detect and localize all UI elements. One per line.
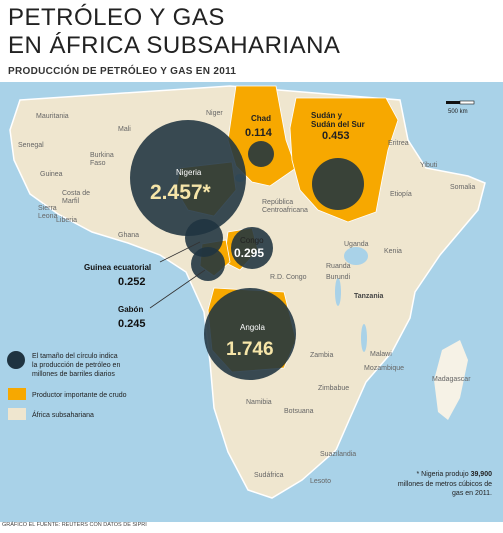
- label-lesoto: Lesoto: [310, 478, 331, 485]
- legend: Productor importante de crudo África sub…: [7, 351, 127, 420]
- scale-label: 500 km: [448, 109, 468, 115]
- sudan-value: 0.453: [322, 130, 350, 142]
- label-mozambique: Mozambique: [364, 365, 404, 372]
- leader-line-gabon: [149, 269, 206, 309]
- label-rdcongo: R.D. Congo: [270, 274, 307, 281]
- legend-region-swatch: [8, 408, 26, 420]
- label-suazilandia: Suazilandia: [320, 451, 356, 458]
- label-mauritania: Mauritania: [36, 113, 69, 120]
- nigeria-value: 2.457*: [150, 181, 212, 204]
- label-burundi: Burundi: [326, 274, 351, 281]
- label-tanzania: Tanzania: [354, 293, 384, 300]
- madagascar-island: [434, 340, 468, 420]
- nigeria-production-circle: [130, 120, 246, 236]
- label-republica-centroafricana: República Centroafricana: [262, 199, 308, 214]
- label-namibia: Namibia: [246, 399, 272, 406]
- nigeria-name: Nigeria: [176, 168, 202, 177]
- label-botsuana: Botsuana: [284, 408, 314, 415]
- legend-region-text: África subsahariana: [32, 410, 94, 419]
- congo-name: Congo: [240, 236, 264, 245]
- congo-production-circle: [231, 227, 273, 269]
- gabon-production-circle: [191, 247, 225, 281]
- chad-value: 0.114: [245, 127, 273, 139]
- label-kenia: Kenia: [384, 248, 402, 255]
- label-somalia: Somalia: [450, 184, 475, 191]
- legend-circle-swatch: [7, 351, 25, 369]
- label-sierra-leona: Sierra Leona: [38, 205, 58, 220]
- nigeria-gas-note: * Nigeria produjo 39,900 millones de metr…: [398, 471, 492, 497]
- sudan-production-circle: [312, 158, 364, 210]
- label-uganda: Uganda: [344, 241, 369, 248]
- legend-circle-text: El tamaño del círculo indica la producció…: [32, 353, 120, 378]
- label-madagascar: Madagascar: [432, 376, 471, 383]
- label-sudafrica: Sudáfrica: [254, 472, 284, 479]
- lake-tanganyika: [335, 278, 341, 306]
- gabon-value: 0.245: [118, 318, 146, 330]
- chad-name: Chad: [251, 114, 271, 123]
- label-senegal: Senegal: [18, 142, 44, 149]
- label-etiopia: Etiopía: [390, 191, 412, 198]
- lake-malawi: [361, 324, 367, 352]
- footer-credit: GRÁFICO EL FUENTE: REUTERS CON DATOS DE …: [2, 522, 147, 528]
- scale-bar: 500 km: [446, 100, 475, 115]
- leader-line-guinea: [159, 241, 201, 263]
- guinea-ecuatorial-value: 0.252: [118, 276, 146, 288]
- angola-production-circle: [204, 288, 296, 380]
- label-yibuti: Yibuti: [420, 162, 438, 169]
- gabon-name: Gabón: [118, 305, 143, 314]
- label-niger: Niger: [206, 110, 223, 117]
- label-ghana: Ghana: [118, 232, 139, 239]
- lake-victoria: [344, 247, 368, 265]
- chad-production-circle: [248, 141, 274, 167]
- title-line-2: EN ÁFRICA SUBSAHARIANA: [8, 32, 341, 59]
- label-burkina-faso: Burkina Faso: [90, 152, 114, 167]
- title-line-1: PETRÓLEO Y GAS: [8, 4, 225, 31]
- sudan-name: Sudán y Sudán del Sur: [311, 111, 365, 129]
- label-costa-de-marfil: Costa de Marfil: [62, 190, 90, 205]
- angola-name: Angola: [240, 323, 265, 332]
- label-liberia: Liberia: [56, 217, 77, 224]
- label-guinea: Guinea: [40, 171, 63, 178]
- guinea-ecuatorial-name: Guinea ecuatorial: [84, 263, 151, 272]
- guinea-ecuatorial-production-circle: [185, 219, 223, 257]
- label-zimbabue: Zimbabue: [318, 385, 349, 392]
- congo-value: 0.295: [234, 246, 264, 260]
- subtitle: PRODUCCIÓN DE PETRÓLEO Y GAS EN 2011: [8, 66, 237, 77]
- label-ruanda: Ruanda: [326, 263, 351, 270]
- label-zambia: Zambia: [310, 352, 333, 359]
- legend-producer-text: Productor importante de crudo: [32, 392, 127, 399]
- label-mali: Mali: [118, 126, 131, 133]
- label-malawi: Malawi: [370, 351, 392, 358]
- legend-producer-swatch: [8, 388, 26, 400]
- label-eritrea: Eritrea: [388, 140, 409, 147]
- angola-value: 1.746: [226, 339, 274, 360]
